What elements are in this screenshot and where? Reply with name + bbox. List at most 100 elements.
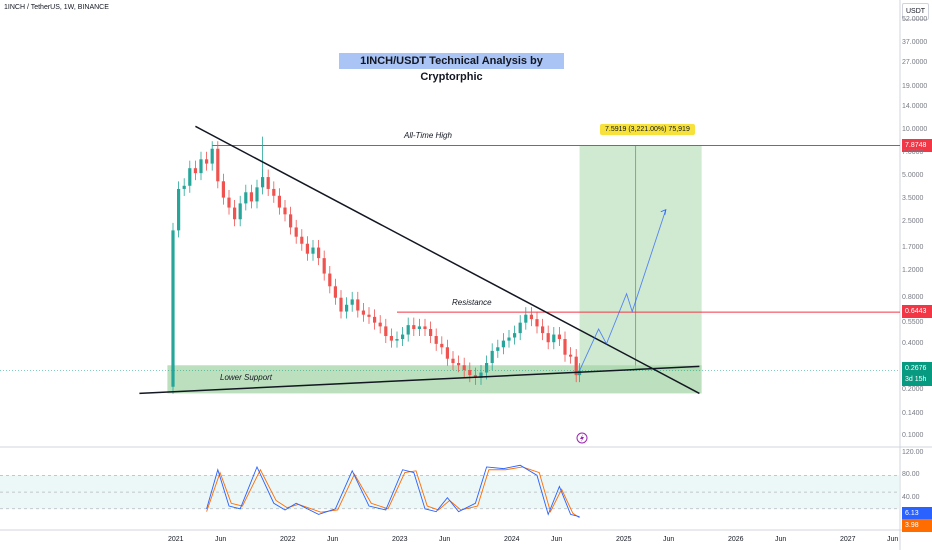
y-tick-label: 14.0000 bbox=[902, 103, 928, 111]
candle-body bbox=[322, 258, 326, 274]
candle-body bbox=[367, 314, 371, 317]
stoch-y-tick-label: 40.00 bbox=[902, 493, 920, 501]
y-tick-label: 0.8000 bbox=[902, 293, 924, 301]
ascending-trendline bbox=[139, 365, 700, 395]
candle-body bbox=[171, 230, 175, 387]
candle-body bbox=[395, 339, 399, 341]
x-tick-label: Jun bbox=[663, 536, 675, 543]
x-tick-label: 2022 bbox=[280, 536, 296, 543]
candle-body bbox=[199, 159, 203, 174]
candle-body bbox=[361, 310, 365, 315]
candle-body bbox=[210, 148, 214, 164]
lightning-icon bbox=[580, 434, 584, 442]
resistance-label: Resistance bbox=[452, 298, 492, 307]
candle-body bbox=[401, 334, 405, 340]
x-tick-label: 2023 bbox=[392, 536, 408, 543]
ath-label: All-Time High bbox=[404, 131, 452, 140]
countdown-tag: 3d 15h bbox=[902, 373, 932, 386]
candle-body bbox=[300, 236, 304, 244]
current-price-tag: 0.2676 bbox=[902, 362, 932, 375]
x-tick-label: Jun bbox=[887, 536, 899, 543]
candle-body bbox=[333, 286, 337, 298]
candle-body bbox=[417, 326, 421, 330]
y-tick-label: 5.0000 bbox=[902, 171, 924, 179]
candle-body bbox=[193, 168, 197, 174]
candle-body bbox=[345, 304, 349, 312]
y-tick-label: 37.0000 bbox=[902, 38, 928, 46]
candle-body bbox=[513, 333, 517, 338]
candle-body bbox=[389, 336, 393, 341]
x-tick-label: 2027 bbox=[840, 536, 856, 543]
candle-body bbox=[468, 370, 472, 376]
candle-body bbox=[457, 363, 461, 366]
currency-selector[interactable]: USDT bbox=[902, 3, 929, 20]
stoch-y-tick-label: 80.00 bbox=[902, 471, 920, 479]
y-tick-label: 1.7000 bbox=[902, 243, 924, 251]
candle-body bbox=[535, 319, 539, 327]
candle-body bbox=[289, 214, 293, 228]
stoch-d-tag: 3.98 bbox=[902, 519, 932, 532]
y-tick-label: 0.1000 bbox=[902, 432, 924, 440]
y-tick-label: 2.5000 bbox=[902, 217, 924, 225]
candle-body bbox=[507, 337, 511, 341]
x-tick-label: 2021 bbox=[168, 536, 184, 543]
candle-body bbox=[501, 340, 505, 348]
candle-body bbox=[182, 185, 186, 189]
candle-body bbox=[412, 325, 416, 330]
candle-body bbox=[294, 227, 298, 237]
x-tick-label: 2025 bbox=[616, 536, 632, 543]
candle-body bbox=[574, 356, 578, 376]
candle-body bbox=[233, 207, 237, 220]
candle-body bbox=[546, 333, 550, 343]
candle-body bbox=[490, 350, 494, 364]
support-label: Lower Support bbox=[220, 373, 273, 382]
candle-body bbox=[373, 316, 377, 323]
candle-body bbox=[177, 188, 181, 231]
candle-body bbox=[261, 177, 265, 188]
y-tick-label: 27.0000 bbox=[902, 59, 928, 67]
x-tick-label: Jun bbox=[439, 536, 451, 543]
candle-body bbox=[350, 299, 354, 305]
y-tick-label: 0.2000 bbox=[902, 386, 924, 393]
candle-body bbox=[311, 247, 315, 254]
x-tick-label: Jun bbox=[551, 536, 563, 543]
candle-body bbox=[188, 168, 192, 186]
chart-title: 1INCH/USDT Technical Analysis by Cryptor… bbox=[339, 53, 564, 83]
y-tick-label: 0.1400 bbox=[902, 409, 924, 417]
candle-body bbox=[518, 322, 522, 334]
stoch-y-tick-label: 120.00 bbox=[902, 449, 924, 456]
candle-body bbox=[406, 325, 410, 335]
candle-body bbox=[266, 177, 270, 189]
candle-body bbox=[423, 326, 427, 330]
candle-body bbox=[378, 322, 382, 327]
symbol-header[interactable]: 1INCH / TetherUS, 1W, BINANCE bbox=[4, 4, 109, 11]
candle-body bbox=[283, 207, 287, 215]
x-tick-label: Jun bbox=[215, 536, 227, 543]
x-tick-label: 2026 bbox=[728, 536, 744, 543]
candle-body bbox=[221, 181, 225, 198]
candle-body bbox=[272, 188, 276, 196]
candle-body bbox=[496, 347, 500, 351]
x-tick-label: 2024 bbox=[504, 536, 520, 543]
candle-body bbox=[462, 365, 466, 371]
candle-body bbox=[249, 192, 253, 202]
candle-body bbox=[255, 187, 259, 202]
candle-body bbox=[485, 363, 489, 373]
y-tick-label: 7.0000 bbox=[902, 149, 924, 157]
y-tick-label: 10.0000 bbox=[902, 125, 928, 133]
candle-body bbox=[238, 203, 242, 220]
candle-body bbox=[205, 159, 209, 164]
candle-body bbox=[317, 247, 321, 259]
candle-body bbox=[479, 372, 483, 378]
projection-path bbox=[579, 209, 667, 371]
y-tick-label: 0.4000 bbox=[902, 339, 924, 347]
y-tick-label: 3.5000 bbox=[902, 195, 924, 203]
candle-body bbox=[557, 334, 561, 340]
target-zone bbox=[579, 145, 702, 371]
candle-body bbox=[451, 358, 455, 364]
candle-body bbox=[277, 195, 281, 208]
y-tick-label: 52.0000 bbox=[902, 15, 928, 23]
candle-body bbox=[328, 273, 332, 287]
